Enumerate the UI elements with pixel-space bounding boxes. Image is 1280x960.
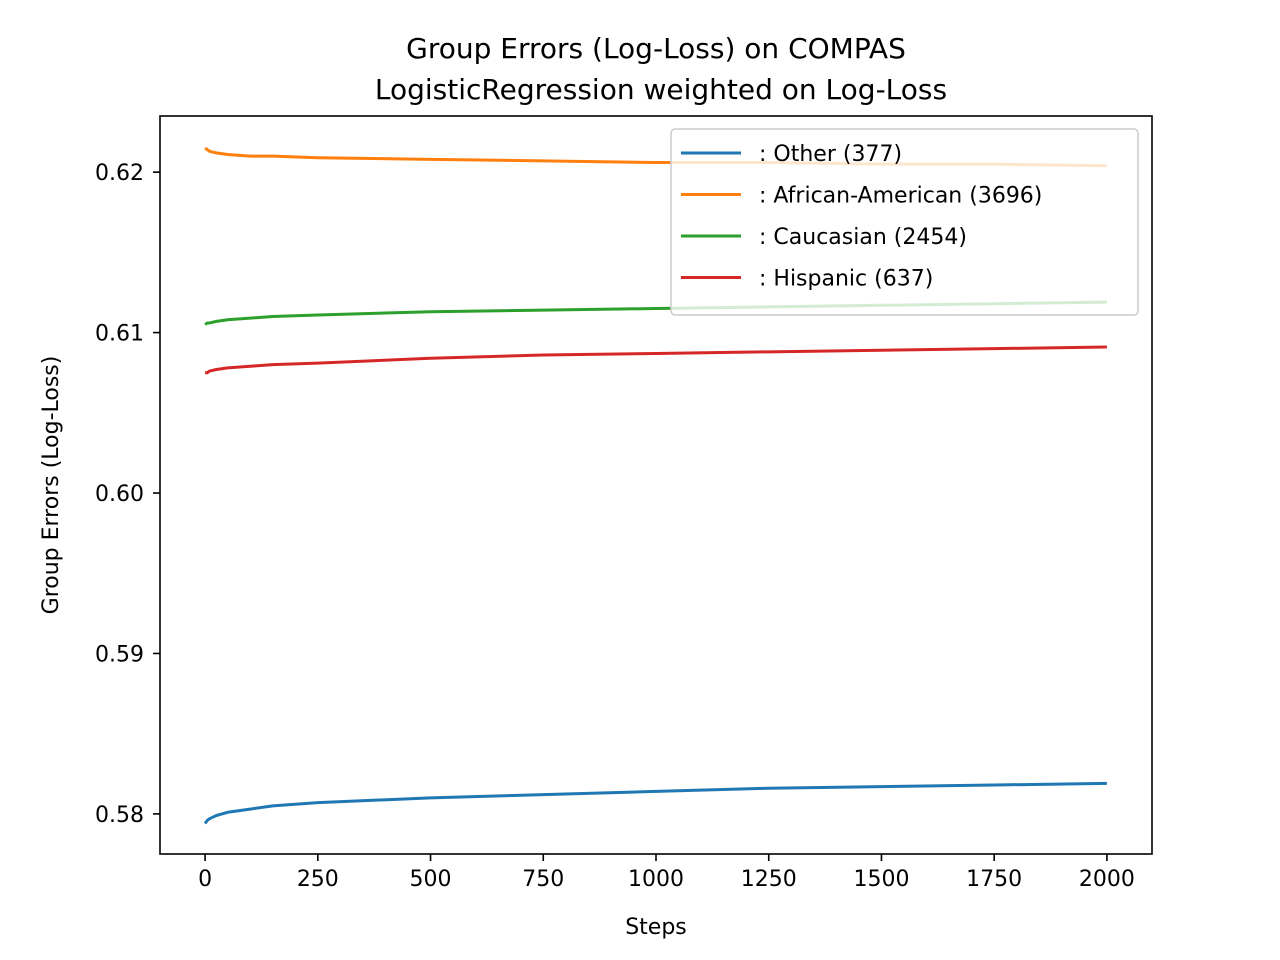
legend: : Other (377) : African-American (3696) : … [670,128,1139,316]
x-tick-label: 1750 [966,867,1022,892]
x-axis-label: Steps [625,915,687,940]
chart-subtitle: LogisticRegression weighted on Log-Loss [375,73,947,106]
series-line-4 [205,345,1107,375]
x-tick-label: 0 [198,867,212,892]
x-tick-label: 750 [522,867,564,892]
x-axis: 0 250 500 750 1000 1250 1500 1750 2000 [198,854,1135,892]
legend-label-1: : Other (377) [759,142,902,167]
x-tick-label: 1000 [628,867,684,892]
series-line-1 [203,781,1107,825]
chart-title: Group Errors (Log-Loss) on COMPAS [406,32,906,65]
x-tick-label: 500 [410,867,452,892]
x-tick-label: 1250 [741,867,797,892]
x-tick-label: 2000 [1079,867,1135,892]
legend-label-3: : Caucasian (2454) [759,225,967,250]
legend-label-2: : African-American (3696) [759,184,1042,209]
y-axis-label: Group Errors (Log-Loss) [39,356,64,615]
x-tick-label: 250 [297,867,339,892]
y-tick-label: 0.59 [95,642,144,667]
y-tick-label: 0.58 [95,803,144,828]
y-tick-label: 0.60 [95,482,144,507]
legend-label-4: : Hispanic (637) [759,267,933,292]
y-tick-label: 0.62 [95,161,144,186]
y-tick-label: 0.61 [95,322,144,347]
legend-box [670,128,1139,316]
y-axis: 0.58 0.59 0.60 0.61 0.62 [95,161,160,828]
x-tick-label: 1500 [853,867,909,892]
